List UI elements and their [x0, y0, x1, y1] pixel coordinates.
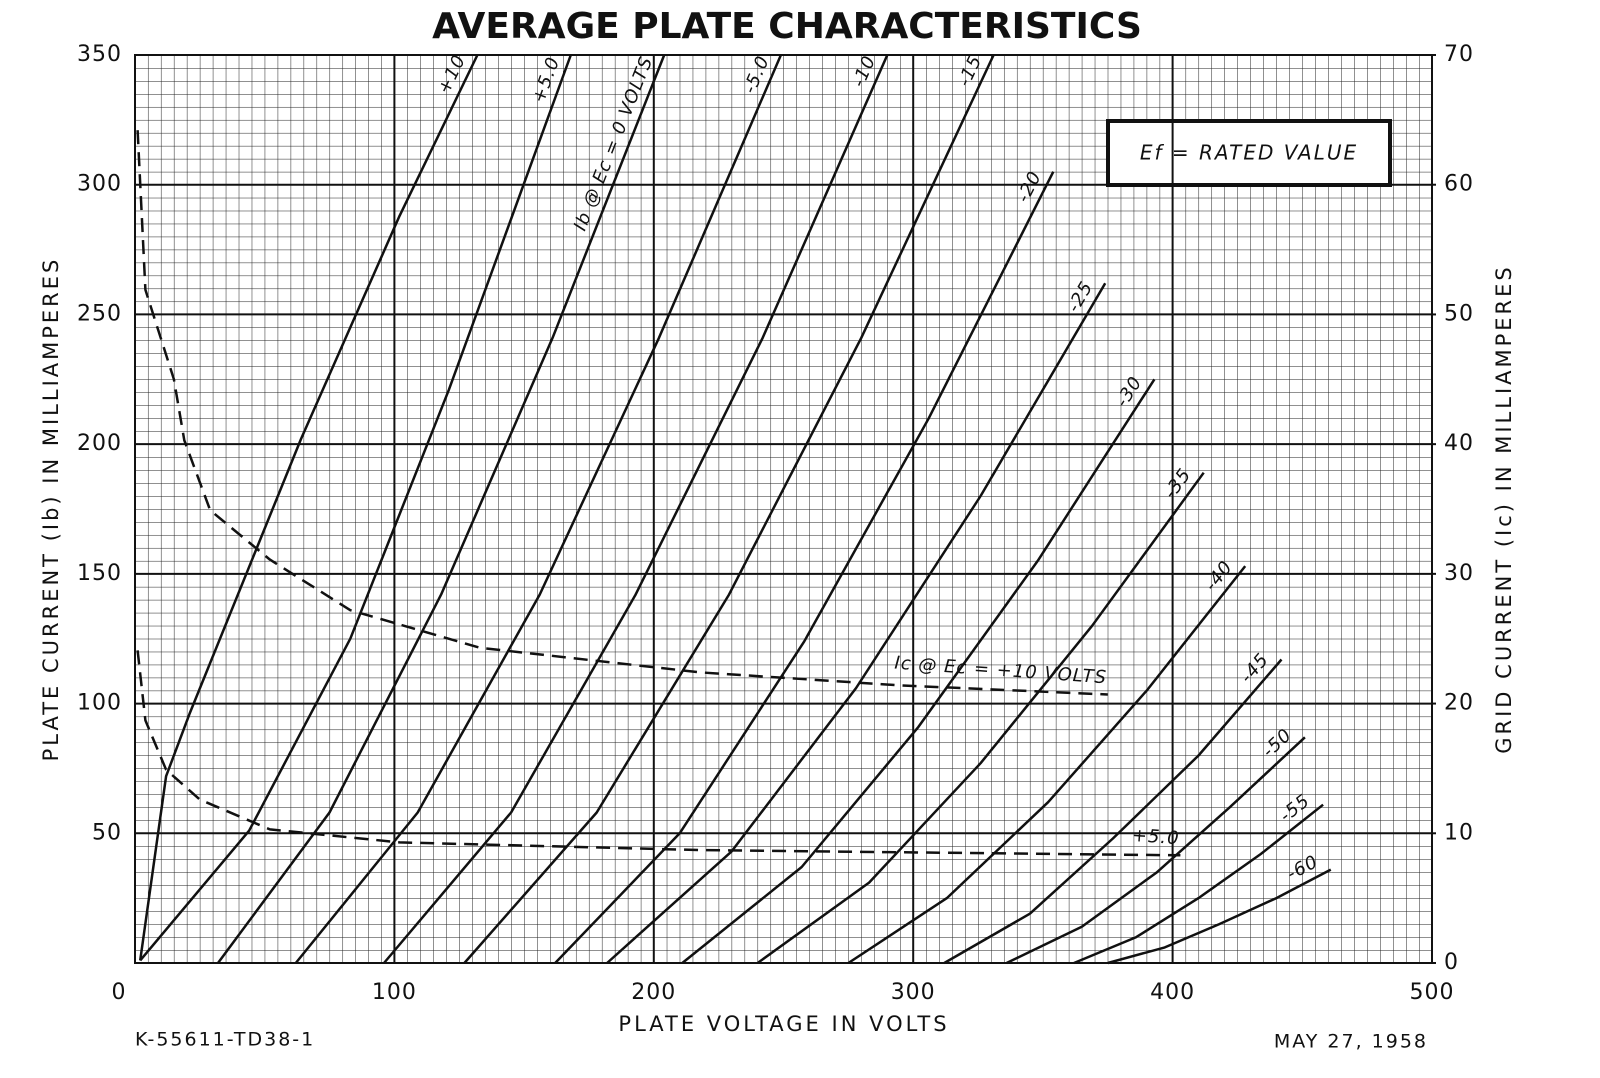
curve — [294, 54, 783, 964]
y-tick-label: 200 — [77, 431, 122, 456]
curve — [139, 54, 572, 962]
y-tick-label: 50 — [92, 820, 122, 845]
curve — [554, 171, 1055, 964]
y-axis-label: PLATE CURRENT (Ib) IN MILLIAMPERES — [39, 257, 63, 762]
curve — [681, 378, 1156, 964]
curve — [138, 54, 479, 961]
curve — [1107, 868, 1332, 965]
y2-tick-label: 10 — [1444, 820, 1474, 845]
footer-left: K-55611-TD38-1 — [135, 1029, 315, 1051]
x-axis-label: PLATE VOLTAGE IN VOLTS — [618, 1012, 949, 1036]
curve — [463, 54, 995, 964]
annotation: Ef = RATED VALUE — [1140, 141, 1358, 165]
y2-tick-label: 30 — [1444, 561, 1474, 586]
curve — [943, 658, 1283, 965]
x-tick-label: 100 — [372, 980, 417, 1005]
x-tick-label: 400 — [1150, 980, 1195, 1005]
curve-label: +5.0 — [1131, 825, 1180, 849]
y2-axis-label: GRID CURRENT (Ic) IN MILLIAMPERES — [1492, 264, 1516, 754]
x-tick-label: 0 — [112, 980, 127, 1005]
curve — [606, 282, 1107, 964]
x-tick-label: 500 — [1410, 980, 1455, 1005]
y2-tick-label: 0 — [1444, 950, 1459, 975]
curve — [383, 54, 889, 964]
y2-tick-label: 40 — [1444, 431, 1474, 456]
curve — [136, 650, 1181, 857]
curve — [1073, 803, 1324, 965]
footer-right: MAY 27, 1958 — [1274, 1031, 1428, 1053]
curve — [216, 54, 666, 964]
x-tick-label: 300 — [891, 980, 936, 1005]
y2-tick-label: 20 — [1444, 691, 1474, 716]
y2-tick-label: 50 — [1444, 301, 1474, 326]
y-tick-label: 300 — [77, 172, 122, 197]
curve — [847, 565, 1247, 965]
y2-tick-label: 60 — [1444, 172, 1474, 197]
y-tick-label: 100 — [77, 691, 122, 716]
curve — [756, 471, 1205, 965]
y-tick-label: 250 — [77, 301, 122, 326]
minor-grid — [135, 55, 1432, 963]
y-tick-label: 350 — [77, 42, 122, 67]
y-tick-label: 150 — [77, 561, 122, 586]
curve — [136, 130, 1108, 696]
y2-tick-label: 70 — [1444, 42, 1474, 67]
chart-title: AVERAGE PLATE CHARACTERISTICS — [432, 6, 1142, 47]
x-tick-label: 200 — [631, 980, 676, 1005]
curve — [1006, 736, 1306, 965]
